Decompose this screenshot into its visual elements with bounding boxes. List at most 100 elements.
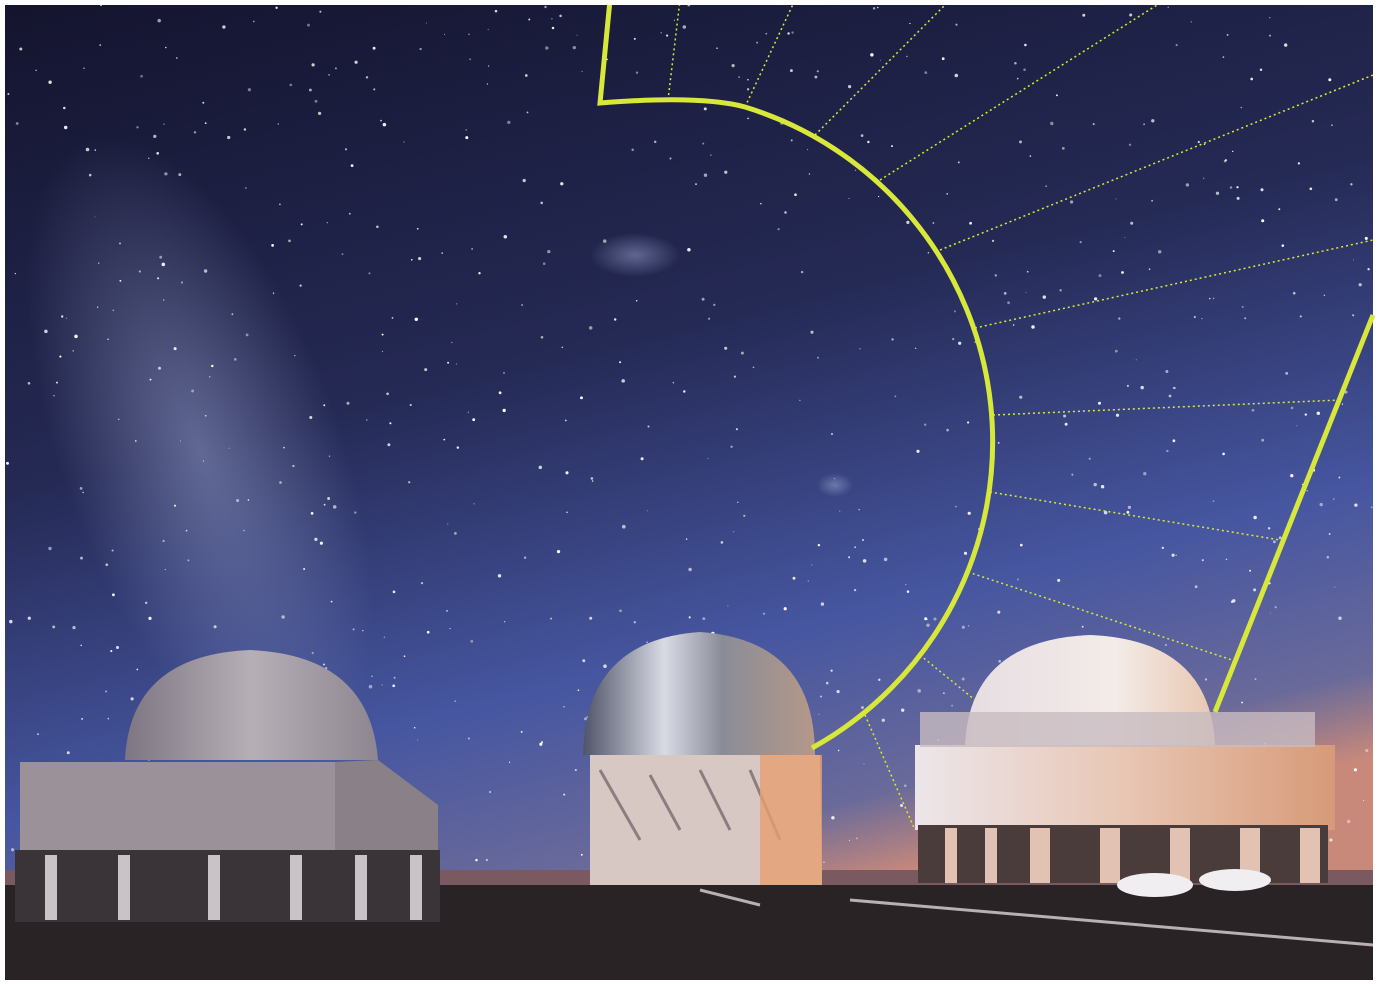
star xyxy=(164,172,168,176)
star xyxy=(348,212,351,215)
star xyxy=(1261,219,1265,223)
star xyxy=(707,458,709,460)
star xyxy=(497,574,502,578)
star xyxy=(808,173,811,175)
star xyxy=(591,480,594,482)
star xyxy=(178,173,182,177)
star xyxy=(1194,585,1198,589)
star xyxy=(469,58,471,61)
star xyxy=(1346,819,1351,824)
star xyxy=(328,74,330,76)
star xyxy=(252,20,255,23)
star xyxy=(746,88,750,91)
star xyxy=(613,318,617,321)
star xyxy=(322,663,326,666)
star xyxy=(138,270,141,273)
star xyxy=(1354,503,1358,507)
star xyxy=(1126,384,1129,387)
star xyxy=(381,333,384,336)
star xyxy=(862,539,864,541)
star xyxy=(300,223,303,226)
star xyxy=(831,816,835,820)
star xyxy=(1045,185,1047,187)
star xyxy=(848,197,850,200)
star xyxy=(1126,510,1130,514)
star xyxy=(193,131,197,134)
star xyxy=(275,6,278,9)
star xyxy=(635,71,639,74)
star xyxy=(309,415,313,420)
star xyxy=(955,23,958,26)
star xyxy=(523,556,527,559)
star xyxy=(817,543,821,547)
star xyxy=(733,531,735,533)
star xyxy=(522,178,526,183)
star xyxy=(1334,586,1336,588)
star xyxy=(105,563,109,567)
star xyxy=(1352,314,1355,317)
star xyxy=(1328,533,1331,535)
star xyxy=(382,122,387,127)
star xyxy=(35,69,37,72)
star xyxy=(455,363,458,365)
star xyxy=(53,394,55,397)
dome xyxy=(125,650,378,760)
star xyxy=(330,600,333,603)
star xyxy=(581,70,583,73)
star xyxy=(916,449,920,453)
star xyxy=(1251,408,1255,412)
star xyxy=(1309,187,1313,191)
building xyxy=(20,762,340,857)
star xyxy=(737,501,739,503)
star xyxy=(647,425,650,428)
star xyxy=(917,689,921,693)
star xyxy=(847,84,852,89)
star xyxy=(311,651,314,655)
star xyxy=(1204,678,1208,681)
pillars xyxy=(45,855,422,920)
star xyxy=(1329,838,1333,842)
star xyxy=(59,355,62,358)
star xyxy=(1175,44,1178,47)
star xyxy=(162,539,165,543)
star xyxy=(946,428,949,432)
star xyxy=(1299,315,1302,318)
star xyxy=(1269,17,1271,19)
star xyxy=(1129,13,1133,17)
star xyxy=(561,346,564,349)
star xyxy=(11,848,15,852)
star xyxy=(633,620,637,624)
star xyxy=(526,111,529,114)
star xyxy=(1081,625,1084,628)
star xyxy=(791,31,794,34)
star xyxy=(403,655,406,658)
star xyxy=(381,684,383,686)
star xyxy=(272,292,275,294)
star xyxy=(1171,553,1175,557)
star xyxy=(576,34,578,36)
star xyxy=(672,382,674,384)
star xyxy=(1025,291,1027,294)
star xyxy=(1259,68,1263,71)
star xyxy=(368,684,373,689)
star xyxy=(580,853,583,856)
star xyxy=(1267,527,1271,530)
star xyxy=(740,351,744,355)
star xyxy=(646,641,648,644)
star xyxy=(1296,425,1298,427)
light xyxy=(760,755,822,885)
star xyxy=(449,627,451,630)
star xyxy=(180,281,184,284)
star xyxy=(213,625,217,629)
star xyxy=(222,25,226,29)
star xyxy=(1143,472,1147,476)
star xyxy=(381,350,384,353)
star xyxy=(65,317,68,320)
star xyxy=(386,392,389,396)
star xyxy=(551,26,555,30)
star xyxy=(1209,297,1211,300)
star xyxy=(991,239,995,243)
star xyxy=(997,441,1000,444)
star xyxy=(1350,183,1353,186)
star xyxy=(61,315,64,318)
